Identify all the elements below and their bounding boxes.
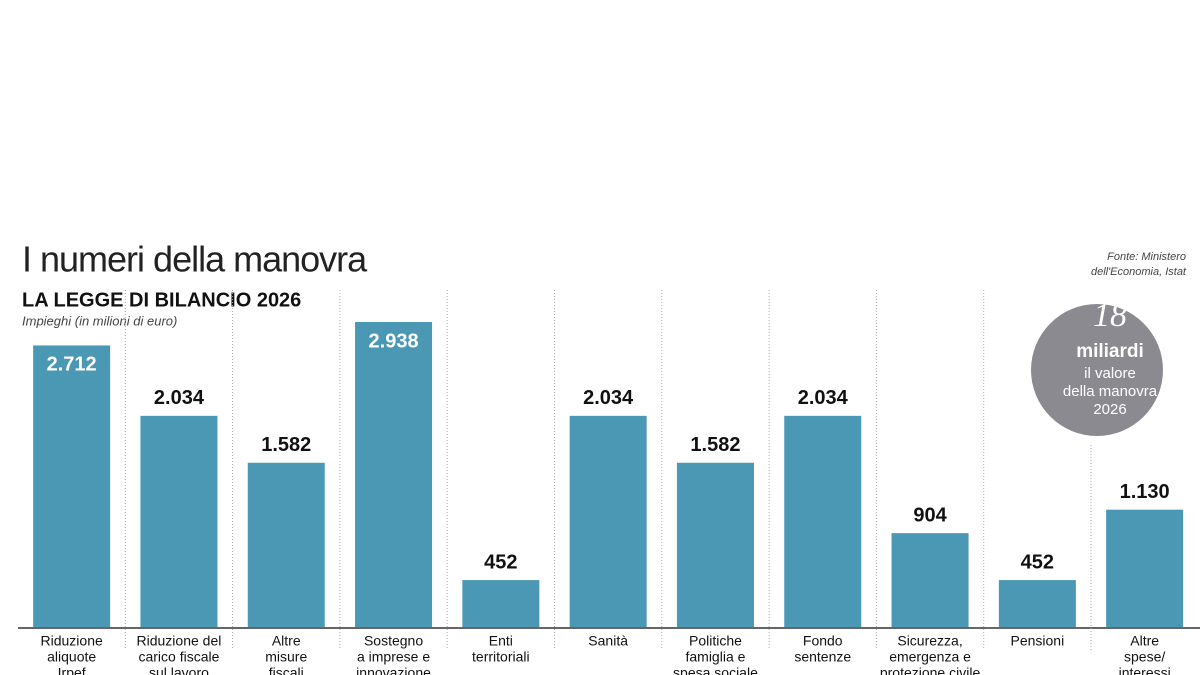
- unit-note: Impieghi (in milioni di euro): [22, 313, 177, 328]
- x-tick-label: Sanità: [588, 633, 628, 649]
- bar: [998, 580, 1076, 627]
- badge-unit: miliardi: [1076, 341, 1144, 362]
- x-tick-label: Riduzione del: [137, 633, 222, 649]
- x-tick-label: Altre: [272, 633, 301, 649]
- x-tick-label: Sostegno: [364, 633, 423, 649]
- value-label: 1.582: [690, 434, 740, 456]
- x-tick-label: interessi: [1119, 665, 1171, 675]
- x-tick-label: protezione civile: [880, 665, 981, 675]
- x-tick-label: sul lavoro: [149, 665, 209, 675]
- value-label: 1.130: [1120, 481, 1170, 503]
- badge-text: 2026: [1093, 401, 1126, 418]
- source: dell'Economia, Istat: [1091, 266, 1187, 278]
- bar: [1106, 509, 1184, 627]
- chart-title: I numeri della manovra: [22, 239, 368, 280]
- x-tick-label: Pensioni: [1010, 633, 1064, 649]
- value-label: 2.938: [369, 330, 419, 352]
- x-tick-label: a imprese e: [357, 649, 430, 665]
- x-tick-label: fiscali: [269, 665, 304, 675]
- x-tick-label: Riduzione: [41, 633, 103, 649]
- value-label: 904: [913, 504, 947, 526]
- bar: [247, 462, 325, 627]
- value-label: 452: [484, 551, 517, 573]
- value-label: 2.034: [798, 387, 849, 409]
- bar: [784, 415, 862, 627]
- bar: [462, 580, 540, 627]
- bar: [569, 415, 647, 627]
- value-label: 2.712: [47, 354, 97, 376]
- badge-text: il valore: [1084, 365, 1136, 382]
- badge-number: 18: [1093, 297, 1127, 334]
- bar: [140, 415, 218, 627]
- bar: [676, 462, 754, 627]
- x-tick-label: carico fiscale: [138, 649, 219, 665]
- x-tick-label: Altre: [1130, 633, 1159, 649]
- value-label: 2.034: [583, 387, 634, 409]
- source: Fonte: Ministero: [1107, 251, 1186, 263]
- badge-text: della manovra: [1063, 383, 1158, 400]
- bar: [355, 322, 433, 627]
- x-tick-label: Politiche: [689, 633, 742, 649]
- value-label: 452: [1021, 551, 1054, 573]
- x-tick-label: Fondo: [803, 633, 843, 649]
- value-label: 1.582: [261, 434, 311, 456]
- bar: [33, 345, 111, 627]
- x-tick-label: aliquote: [47, 649, 96, 665]
- badge: [1031, 304, 1163, 436]
- x-tick-label: sentenze: [794, 649, 851, 665]
- x-tick-label: Sicurezza,: [897, 633, 962, 649]
- x-tick-label: famiglia e: [685, 649, 745, 665]
- x-tick-label: spese/: [1124, 649, 1165, 665]
- value-label: 2.034: [154, 387, 205, 409]
- x-tick-label: innovazione: [356, 665, 431, 675]
- x-tick-label: territoriali: [472, 649, 530, 665]
- x-tick-label: spesa sociale: [673, 665, 758, 675]
- x-tick-label: misure: [265, 649, 307, 665]
- chart-subtitle: LA LEGGE DI BILANCIO 2026: [22, 289, 301, 311]
- x-tick-label: Irpef: [58, 665, 86, 675]
- bar: [891, 533, 969, 627]
- x-tick-label: emergenza e: [889, 649, 971, 665]
- x-tick-label: Enti: [489, 633, 513, 649]
